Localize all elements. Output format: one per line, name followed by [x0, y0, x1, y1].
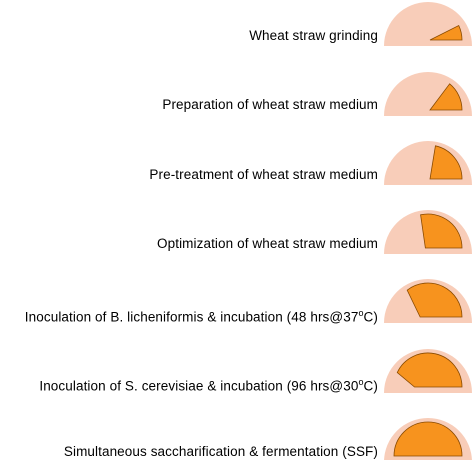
step-3-gauge — [384, 141, 472, 185]
step-6-gauge-fill — [396, 352, 463, 388]
step-6-label: Inoculation of S. cerevisiae & incubatio… — [39, 377, 378, 394]
step-5-gauge — [384, 279, 472, 323]
step-2-gauge-fill — [429, 83, 463, 111]
step-1-gauge-fill — [429, 24, 463, 41]
step-6-gauge — [384, 349, 472, 393]
step-1-gauge — [384, 2, 472, 46]
step-2-gauge — [384, 72, 472, 116]
step-4-label: Optimization of wheat straw medium — [157, 236, 378, 251]
step-3-gauge-fill — [429, 145, 463, 180]
step-7-gauge-fill — [393, 421, 463, 457]
step-4-gauge — [384, 210, 472, 254]
step-7-label: Simultaneous saccharification & fermenta… — [63, 444, 378, 459]
step-2-label: Preparation of wheat straw medium — [162, 97, 378, 112]
step-7-gauge — [384, 418, 472, 460]
step-3-label: Pre-treatment of wheat straw medium — [149, 167, 378, 182]
step-1-label: Wheat straw grinding — [249, 28, 378, 43]
step-5-label: Inoculation of B. licheniformis & incuba… — [24, 308, 378, 325]
step-5-gauge-fill — [406, 282, 463, 318]
step-4-gauge-fill — [420, 213, 463, 249]
